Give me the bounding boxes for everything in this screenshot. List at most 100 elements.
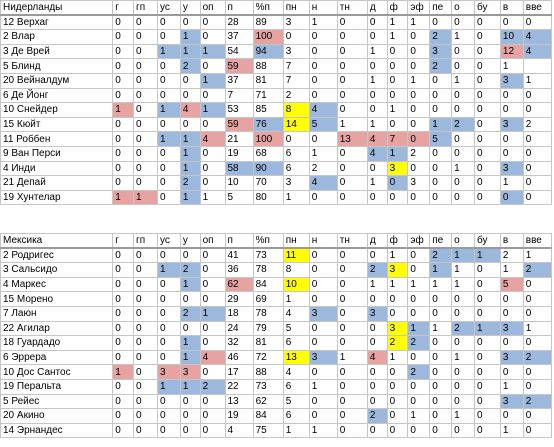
stat-cell: 19 — [224, 145, 254, 162]
stat-cell: 0 — [199, 175, 226, 191]
stat-cell: 0 — [199, 262, 226, 278]
player-name-cell: 15 Морено — [0, 291, 114, 307]
stat-cell: 0 — [522, 276, 553, 293]
column-header: бу — [473, 0, 501, 17]
stat-cell: 0 — [112, 58, 135, 74]
stat-cell: 1 — [386, 14, 409, 31]
stat-cell: 73 — [252, 247, 284, 264]
stat-cell: 2 — [429, 58, 453, 74]
stat-cell: 6 — [282, 145, 310, 162]
stat-cell: 0 — [522, 14, 553, 31]
stat-cell: 0 — [366, 378, 388, 395]
stat-cell: 1 — [156, 262, 181, 278]
stat-cell: 4 — [522, 43, 553, 60]
stat-cell: 17 — [224, 364, 254, 380]
stat-cell: 0 — [386, 58, 409, 74]
stat-cell: 0 — [156, 247, 181, 264]
stat-cell: 78 — [252, 305, 284, 322]
stat-cell: 2 — [429, 247, 453, 264]
stat-cell: 0 — [199, 335, 226, 351]
stat-cell: 3 — [156, 364, 181, 380]
stat-cell: 0 — [112, 72, 135, 89]
stat-cell: 0 — [429, 14, 453, 31]
stat-cell: 2 — [451, 320, 475, 337]
player-row: 22 Агилар 0 0 0 0 0 24 79 5 0 0 0 3 1 1 2 1 3 1 — [0, 320, 553, 337]
player-row: 2 Родригес 0 0 0 0 0 41 73 11 0 0 0 1 0 2 1 1 2 1 — [0, 247, 553, 264]
stat-cell: 1 — [407, 14, 431, 31]
stat-cell: 0 — [451, 189, 475, 206]
stat-cell: 0 — [199, 247, 226, 264]
player-row: 6 Де Йонг 0 0 0 0 0 7 71 2 0 0 0 0 0 0 0 0 0 0 — [0, 87, 553, 104]
stat-cell: 0 — [473, 87, 501, 104]
player-name-cell: 6 Эррера — [0, 349, 114, 366]
stat-cell: 0 — [429, 160, 453, 177]
stat-cell: 0 — [522, 175, 553, 191]
stat-cell: 1 — [451, 408, 475, 424]
stat-cell: 0 — [473, 349, 501, 366]
stat-cell: 0 — [199, 364, 226, 380]
stat-cell: 36 — [224, 262, 254, 278]
stat-cell: 0 — [336, 262, 368, 278]
stat-cell: 0 — [386, 364, 409, 380]
stat-cell: 0 — [133, 72, 158, 89]
player-name-cell: 3 Де Врей — [0, 43, 114, 60]
stat-cell: 32 — [224, 335, 254, 351]
stat-cell: 1 — [429, 116, 453, 133]
stat-cell: 0 — [336, 14, 368, 31]
stat-cell: 0 — [451, 145, 475, 162]
stat-cell: 0 — [473, 175, 501, 191]
stat-cell: 0 — [336, 291, 368, 307]
stat-cell: 1 — [451, 349, 475, 366]
stat-cell: 10 — [282, 276, 310, 293]
stat-cell: 1 — [386, 29, 409, 45]
stat-cell: 0 — [179, 291, 201, 307]
stat-cell: 0 — [282, 29, 310, 45]
stat-cell: 0 — [133, 262, 158, 278]
header-row: Нидерланды г гп ус у оп п %п пн н тн д ф эф пе о бу в вве — [0, 0, 553, 17]
player-name-cell: 3 Сальсидо — [0, 262, 114, 278]
stat-cell: 75 — [252, 422, 284, 439]
stat-cell: 0 — [179, 116, 201, 133]
stat-cell: 0 — [499, 291, 524, 307]
stat-cell: 0 — [156, 276, 181, 293]
column-header: г — [112, 233, 135, 250]
stat-cell: 0 — [522, 335, 553, 351]
stat-cell: 2 — [179, 305, 201, 322]
stat-cell: 5 — [429, 131, 453, 147]
stat-cell: 0 — [199, 58, 226, 74]
mexico-stats-table: Мексика г гп ус у оп п %п пн н тн д ф эф пе о бу в вве 2 Ро… — [0, 233, 553, 439]
stat-cell: 0 — [429, 378, 453, 395]
stat-cell: 0 — [199, 160, 226, 177]
stat-cell: 1 — [451, 72, 475, 89]
team-name-header: Нидерланды — [0, 0, 114, 17]
stat-cell: 41 — [224, 247, 254, 264]
stat-cell: 5 — [282, 320, 310, 337]
column-header: бу — [473, 233, 501, 250]
stat-cell: 0 — [429, 422, 453, 439]
stat-cell: 0 — [156, 58, 181, 74]
stat-cell: 0 — [112, 43, 135, 60]
stat-cell: 0 — [473, 189, 501, 206]
stat-cell: 12 — [499, 43, 524, 60]
stat-cell: 58 — [224, 160, 254, 177]
stat-cell: 0 — [156, 175, 181, 191]
stat-cell: 0 — [199, 422, 226, 439]
stat-cell: 0 — [386, 393, 409, 410]
player-row: 18 Гуардадо 0 0 0 1 0 32 81 6 0 0 0 2 2 0 0 0 0 0 — [0, 335, 553, 351]
column-header: д — [366, 233, 388, 250]
stat-cell: 0 — [499, 131, 524, 147]
stat-cell: 1 — [179, 145, 201, 162]
stat-cell: 0 — [366, 14, 388, 31]
column-header: в — [499, 233, 524, 250]
stat-cell: 3 — [282, 175, 310, 191]
stat-cell: 1 — [199, 43, 226, 60]
stat-cell: 0 — [366, 160, 388, 177]
stat-cell: 6 — [282, 335, 310, 351]
stat-cell: 6 — [282, 160, 310, 177]
stat-cell: 1 — [522, 72, 553, 89]
stat-cell: 0 — [499, 335, 524, 351]
player-name-cell: 7 Лаюн — [0, 305, 114, 322]
stat-cell: 0 — [308, 276, 338, 293]
column-header: эф — [407, 233, 431, 250]
stat-cell: 10 — [224, 175, 254, 191]
